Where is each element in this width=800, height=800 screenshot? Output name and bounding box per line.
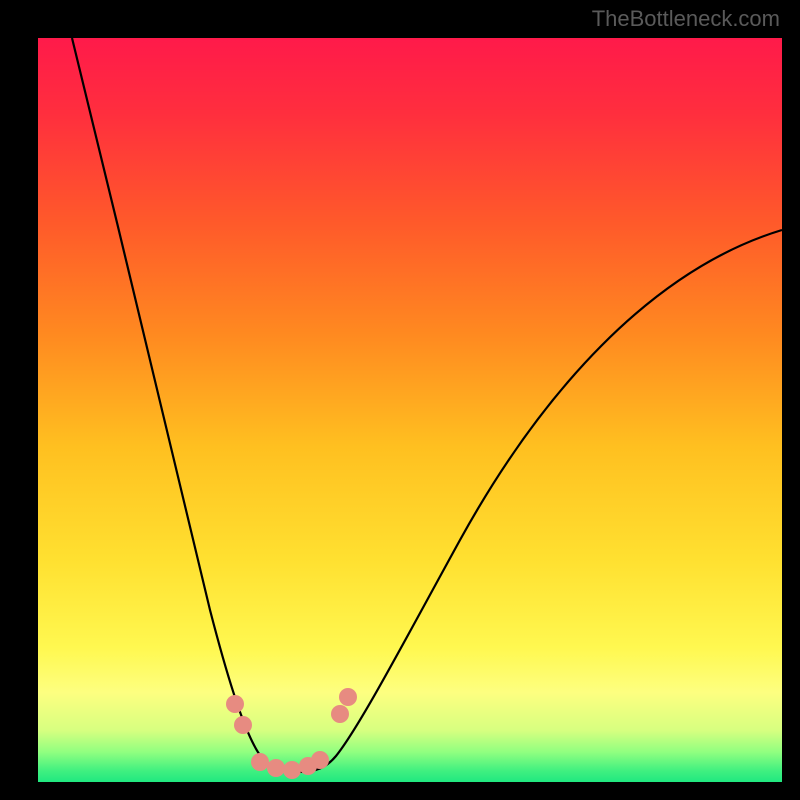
curve-marker [331, 705, 349, 723]
curve-marker [283, 761, 301, 779]
curve-marker [267, 759, 285, 777]
chart-svg [0, 0, 800, 800]
curve-marker [226, 695, 244, 713]
curve-marker [311, 751, 329, 769]
plot-area [38, 38, 782, 782]
chart-container: TheBottleneck.com [0, 0, 800, 800]
curve-marker [234, 716, 252, 734]
curve-marker [251, 753, 269, 771]
curve-marker [339, 688, 357, 706]
watermark-text: TheBottleneck.com [592, 6, 780, 32]
